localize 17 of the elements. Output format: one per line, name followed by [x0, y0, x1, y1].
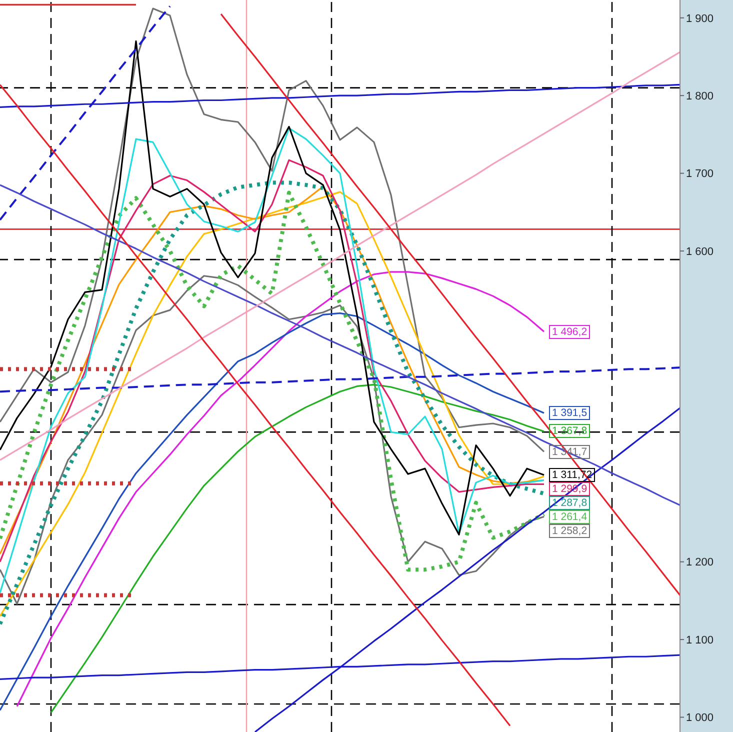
line-series	[0, 184, 680, 506]
y-tick-label: 1 800	[686, 90, 714, 102]
line-series	[0, 366, 680, 393]
line-series	[0, 8, 545, 453]
y-tick-label: 1 100	[686, 634, 714, 646]
y-tick-label: 1 000	[686, 712, 714, 724]
y-tick-label: 1 900	[686, 12, 714, 25]
line-series	[0, 51, 680, 461]
data-label: 1 258,2	[549, 524, 590, 538]
y-tick-label: 1 600	[686, 246, 714, 258]
line-series	[50, 384, 545, 714]
data-label: 1 391,5	[549, 406, 590, 420]
y-tick-label: 1 200	[686, 556, 714, 569]
data-label: 1 496,2	[549, 324, 590, 339]
line-series	[0, 275, 545, 605]
data-label: 1 261,4	[549, 510, 590, 524]
y-tick-label: 1 700	[686, 168, 714, 180]
